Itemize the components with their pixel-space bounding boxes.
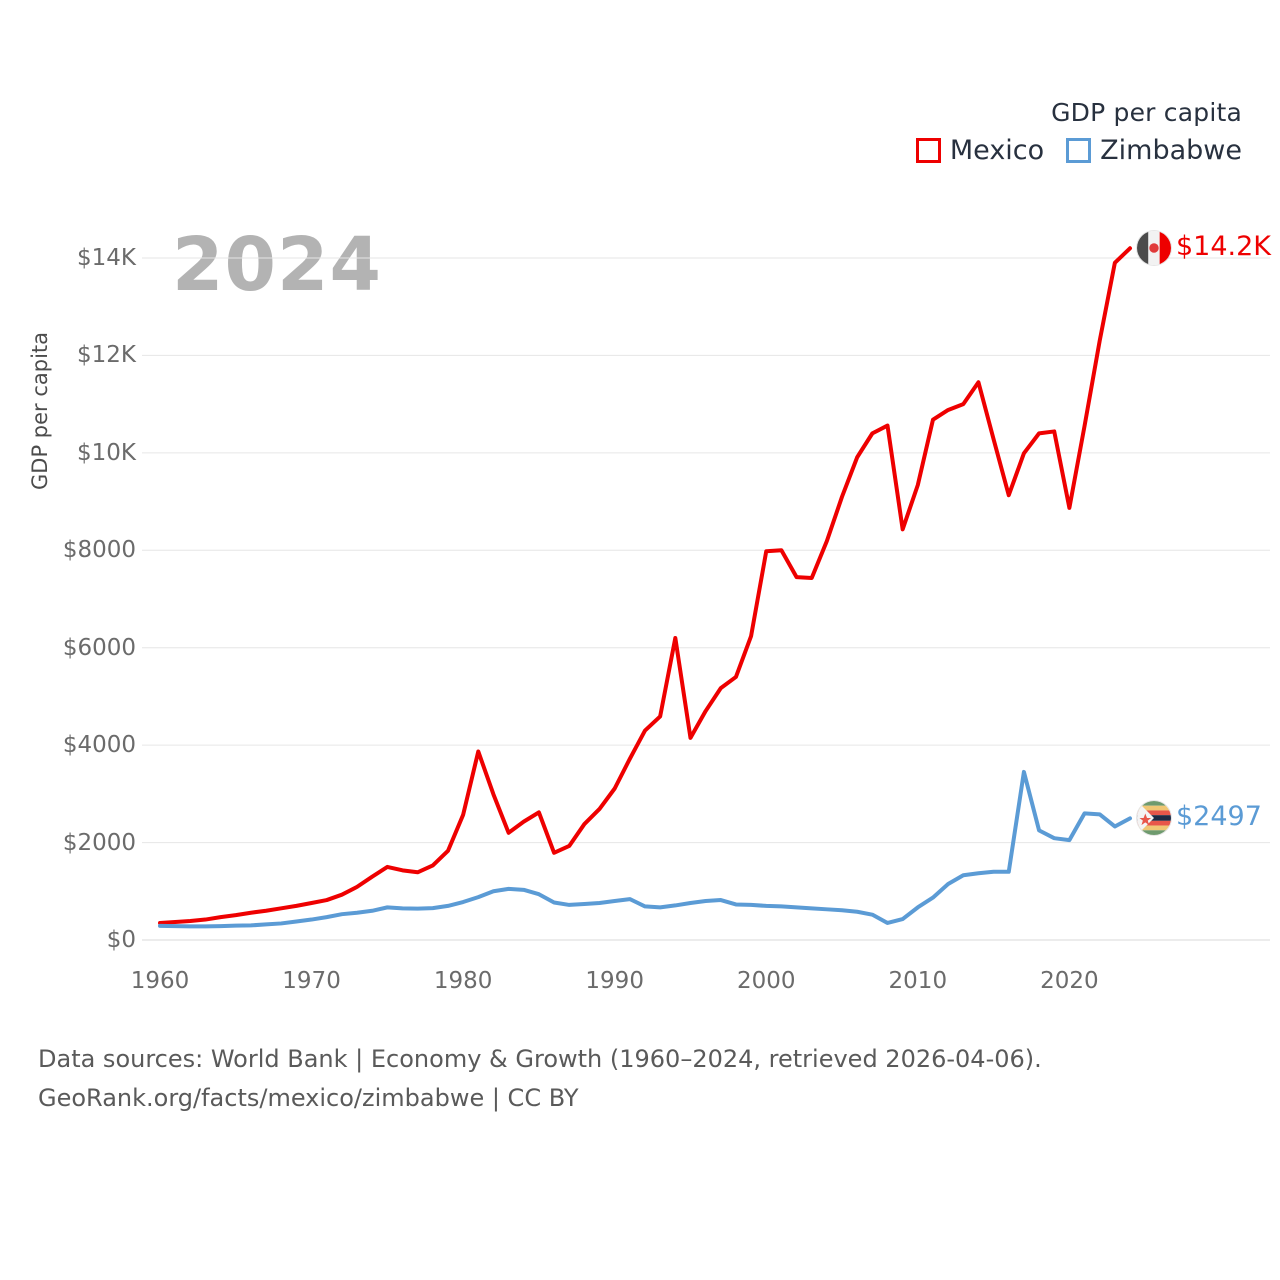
legend-label-mexico: Mexico <box>949 135 1045 166</box>
legend-item-mexico[interactable]: Mexico <box>915 135 1045 166</box>
x-tick-label: 2000 <box>736 968 796 994</box>
mexico-flag-icon <box>1137 231 1171 266</box>
legend-title: GDP per capita <box>1051 98 1242 127</box>
x-tick-label: 1970 <box>282 968 341 994</box>
footer-line-1: Data sources: World Bank | Economy & Gro… <box>38 1045 1042 1073</box>
x-tick-label: 1960 <box>130 968 190 994</box>
chart-legend: GDP per capita Mexico Zimbabwe <box>915 98 1242 166</box>
y-tick-label: $8000 <box>62 537 136 564</box>
legend-swatch-zimbabwe <box>1066 138 1092 163</box>
x-tick-label: 2020 <box>1040 968 1099 994</box>
y-tick-label: $2000 <box>62 829 136 856</box>
footer-line-2: GeoRank.org/facts/mexico/zimbabwe | CC B… <box>38 1083 579 1112</box>
legend-item-zimbabwe[interactable]: Zimbabwe <box>1066 135 1242 166</box>
footer-attribution: Data sources: World Bank | Economy & Gro… <box>38 1040 1042 1118</box>
x-tick-label: 1990 <box>585 968 644 994</box>
y-tick-label: $4000 <box>62 732 136 759</box>
legend-items: Mexico Zimbabwe <box>915 135 1242 166</box>
zimbabwe-end-value-label: $2497 <box>1176 801 1262 833</box>
mexico-end-value-label: $14.2K <box>1176 231 1272 263</box>
year-watermark: 2024 <box>172 222 382 308</box>
y-tick-label: $12K <box>77 342 136 369</box>
y-tick-label: $0 <box>106 927 136 953</box>
y-tick-label: $6000 <box>62 634 136 661</box>
y-tick-label: $10K <box>77 439 136 466</box>
x-tick-label: 1980 <box>433 968 493 994</box>
x-tick-label: 2010 <box>888 968 948 994</box>
legend-swatch-mexico <box>915 138 941 163</box>
zimbabwe-flag-icon <box>1137 801 1171 836</box>
legend-label-zimbabwe: Zimbabwe <box>1100 135 1242 166</box>
y-tick-label: $14K <box>77 245 136 271</box>
